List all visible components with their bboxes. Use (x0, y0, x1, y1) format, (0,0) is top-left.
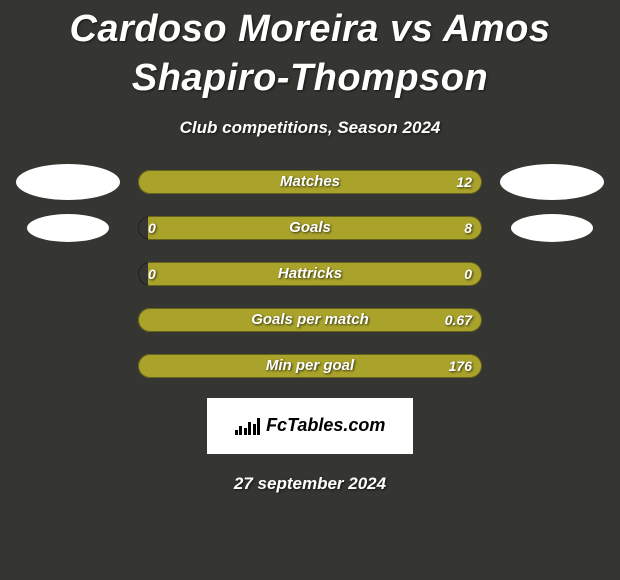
stat-value-left: 0 (148, 216, 156, 240)
stat-value-right: 176 (449, 354, 472, 378)
date-label: 27 september 2024 (0, 474, 620, 494)
fctables-logo: FcTables.com (207, 398, 413, 454)
avatar-spacer (16, 302, 120, 338)
stat-label: Hattricks (138, 262, 482, 286)
stat-label: Goals per match (138, 308, 482, 332)
stat-value-left: 0 (148, 262, 156, 286)
stat-bar: Goals per match0.67 (138, 308, 482, 332)
stat-row: Goals per match0.67 (0, 308, 620, 332)
stat-bar: Goals0 8 (138, 216, 482, 240)
avatar-spacer (500, 256, 604, 292)
stat-row: Hattricks0 0 (0, 262, 620, 286)
bar-chart-icon (235, 417, 261, 435)
stat-bar: Min per goal176 (138, 354, 482, 378)
stat-value-right: 8 (464, 216, 472, 240)
stat-value-right: 12 (456, 170, 472, 194)
stat-row: Min per goal176 (0, 354, 620, 378)
avatar-spacer (500, 302, 604, 338)
avatar-spacer (16, 256, 120, 292)
stat-row: Goals0 8 (0, 216, 620, 240)
avatar-spacer (16, 348, 120, 384)
comparison-subtitle: Club competitions, Season 2024 (0, 118, 620, 138)
avatar-spacer (500, 348, 604, 384)
stat-label: Matches (138, 170, 482, 194)
stats-container: Matches12Goals08Hattricks00Goals per mat… (0, 170, 620, 378)
player-avatar-right (500, 164, 604, 200)
player-avatar-left (16, 164, 120, 200)
logo-text: FcTables.com (266, 415, 385, 436)
stat-row: Matches12 (0, 170, 620, 194)
stat-bar: Matches12 (138, 170, 482, 194)
player-avatar-left (27, 214, 109, 242)
stat-value-right: 0 (464, 262, 472, 286)
comparison-title: Cardoso Moreira vs Amos Shapiro-Thompson (0, 0, 620, 104)
stat-value-right: 0.67 (445, 308, 472, 332)
stat-bar: Hattricks0 0 (138, 262, 482, 286)
player-avatar-right (511, 214, 593, 242)
stat-label: Min per goal (138, 354, 482, 378)
stat-label: Goals (138, 216, 482, 240)
